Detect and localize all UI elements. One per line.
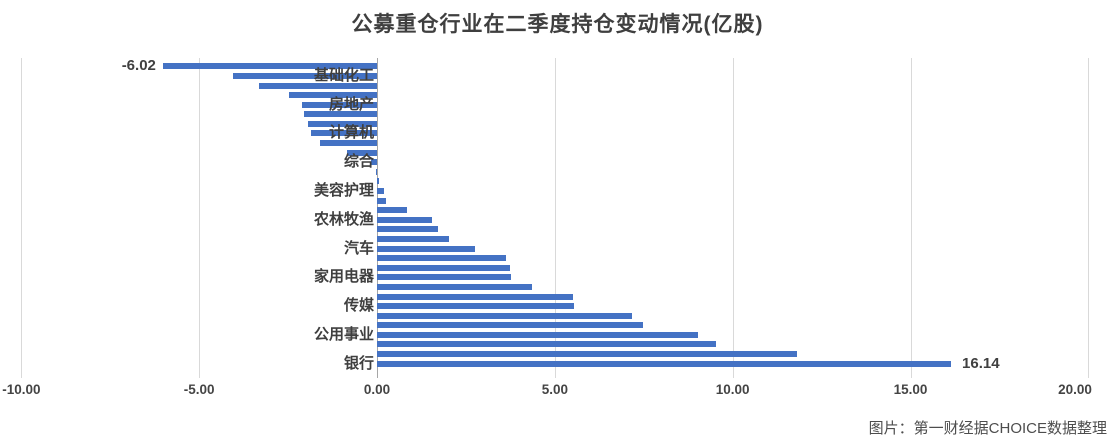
bar — [377, 207, 407, 214]
bar — [377, 188, 385, 194]
bar — [377, 274, 511, 281]
bar — [377, 255, 507, 262]
x-axis-tick-label: 5.00 — [541, 382, 568, 397]
bar — [377, 264, 510, 271]
bar — [377, 331, 699, 338]
x-axis-tick-label: -10.00 — [2, 382, 41, 397]
x-axis-tick-label: -5.00 — [183, 382, 215, 397]
bar — [376, 168, 377, 175]
bar — [377, 226, 439, 233]
category-label: 计算机 — [328, 124, 374, 142]
category-label: 综合 — [343, 153, 374, 171]
bar — [377, 245, 476, 252]
bar — [346, 149, 377, 156]
category-label: 家用电器 — [313, 268, 374, 286]
data-value-label: 16.14 — [962, 354, 1000, 372]
x-axis-tick-label: 0.00 — [363, 382, 391, 397]
bar — [371, 159, 377, 166]
bar — [377, 293, 573, 300]
gridline — [21, 58, 22, 378]
category-label: 银行 — [343, 354, 374, 372]
gridline — [911, 58, 912, 378]
gridline — [555, 58, 556, 378]
bar — [311, 130, 377, 137]
x-axis-tick-label: 20.00 — [1058, 382, 1092, 397]
bar — [320, 140, 377, 146]
category-label: 房地产 — [328, 95, 374, 113]
bar — [377, 341, 716, 348]
bar — [377, 322, 644, 329]
source-caption: 图片：第一财经据CHOICE数据整理 — [868, 420, 1107, 437]
bar — [307, 120, 377, 127]
bar — [304, 111, 377, 118]
x-axis-tick-label: 10.00 — [715, 382, 750, 397]
bar — [162, 63, 377, 70]
bar — [289, 92, 377, 99]
category-label: 传媒 — [343, 297, 374, 315]
bar — [377, 216, 433, 223]
gridline — [1088, 58, 1089, 378]
bar — [377, 178, 379, 185]
category-label: 汽车 — [343, 239, 374, 257]
gridline — [199, 58, 200, 378]
bar — [377, 351, 797, 357]
category-label: 公用事业 — [313, 325, 374, 343]
gridline — [733, 58, 734, 378]
chart-title: 公募重仓行业在二季度持仓变动情况(亿股) — [351, 13, 764, 36]
bar — [302, 101, 377, 108]
bar — [377, 283, 532, 290]
bar — [377, 303, 574, 310]
bar — [377, 360, 951, 367]
bar — [233, 72, 377, 79]
category-label: 美容护理 — [313, 182, 374, 199]
x-axis-tick-label: 15.00 — [893, 382, 928, 397]
bar — [258, 82, 377, 89]
bar — [377, 197, 387, 204]
category-label: 基础化工 — [313, 66, 374, 84]
bar — [377, 235, 449, 242]
category-label: 农林牧渔 — [313, 210, 374, 228]
bar — [377, 312, 632, 319]
data-value-label: -6.02 — [121, 57, 156, 75]
